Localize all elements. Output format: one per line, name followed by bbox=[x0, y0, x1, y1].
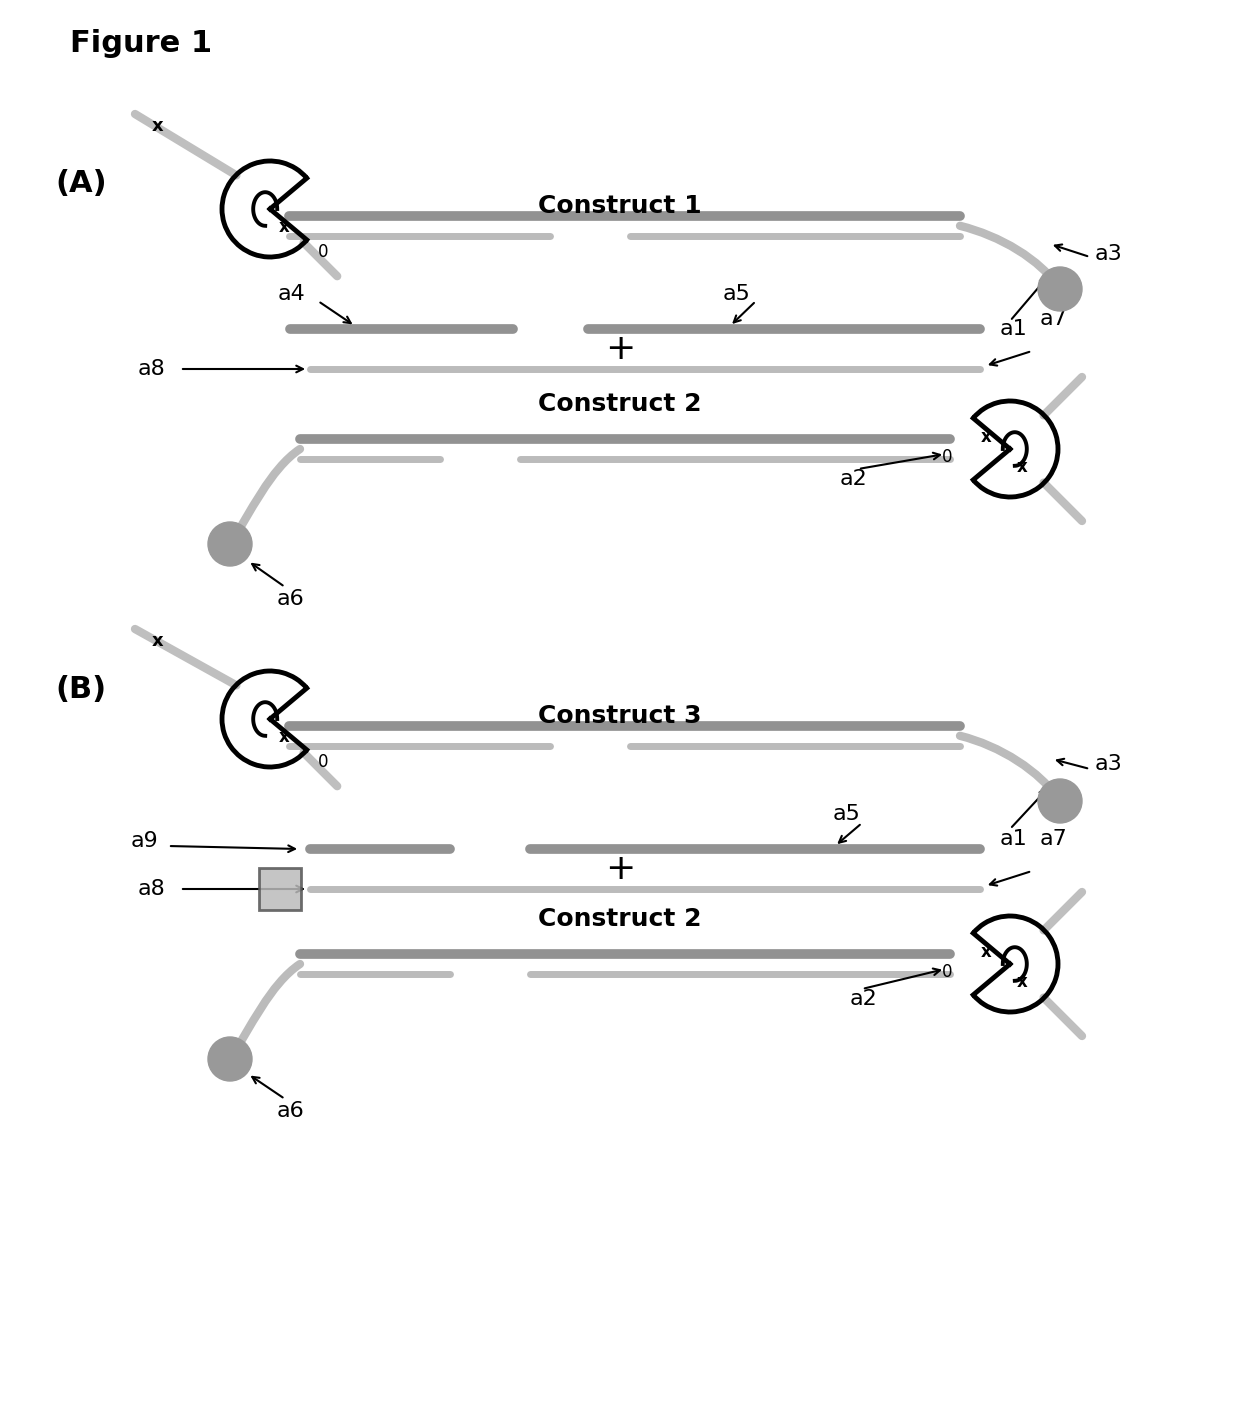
Text: a9: a9 bbox=[130, 832, 157, 851]
Circle shape bbox=[1038, 267, 1083, 311]
Circle shape bbox=[1038, 779, 1083, 823]
Circle shape bbox=[208, 522, 252, 566]
Text: a7: a7 bbox=[1040, 829, 1068, 849]
Bar bbox=[259, 868, 301, 910]
Text: a8: a8 bbox=[138, 878, 165, 900]
Text: x: x bbox=[279, 219, 289, 236]
Text: Construct 2: Construct 2 bbox=[538, 392, 702, 416]
Text: a8: a8 bbox=[138, 359, 165, 379]
Text: 0: 0 bbox=[317, 243, 329, 261]
Text: x: x bbox=[981, 944, 991, 961]
Text: x: x bbox=[1017, 973, 1028, 990]
Text: x: x bbox=[153, 116, 164, 135]
Text: a5: a5 bbox=[832, 805, 861, 824]
Text: Construct 2: Construct 2 bbox=[538, 907, 702, 931]
Text: +: + bbox=[605, 332, 635, 366]
Text: a3: a3 bbox=[1095, 244, 1122, 264]
Text: a2: a2 bbox=[849, 989, 878, 1009]
Text: (B): (B) bbox=[55, 674, 107, 704]
Text: x: x bbox=[279, 728, 289, 746]
Text: (A): (A) bbox=[55, 169, 107, 199]
Circle shape bbox=[208, 1037, 252, 1081]
Text: a6: a6 bbox=[277, 1101, 304, 1121]
Text: Construct 3: Construct 3 bbox=[538, 704, 702, 728]
Text: x: x bbox=[981, 429, 991, 446]
Text: a1: a1 bbox=[999, 829, 1028, 849]
Text: Construct 1: Construct 1 bbox=[538, 194, 702, 217]
Text: a1: a1 bbox=[999, 319, 1028, 339]
Text: a6: a6 bbox=[277, 589, 304, 609]
Text: a3: a3 bbox=[1095, 753, 1122, 773]
Text: 0: 0 bbox=[317, 753, 329, 771]
Text: a5: a5 bbox=[722, 284, 750, 304]
Text: +: + bbox=[605, 851, 635, 885]
Text: a4: a4 bbox=[278, 284, 305, 304]
Text: x: x bbox=[153, 631, 164, 650]
Text: 0: 0 bbox=[941, 964, 952, 981]
Text: a2: a2 bbox=[839, 470, 868, 490]
Text: 0: 0 bbox=[941, 448, 952, 465]
Text: x: x bbox=[1017, 458, 1028, 475]
Text: a7: a7 bbox=[1040, 309, 1068, 329]
Text: Figure 1: Figure 1 bbox=[69, 28, 212, 58]
